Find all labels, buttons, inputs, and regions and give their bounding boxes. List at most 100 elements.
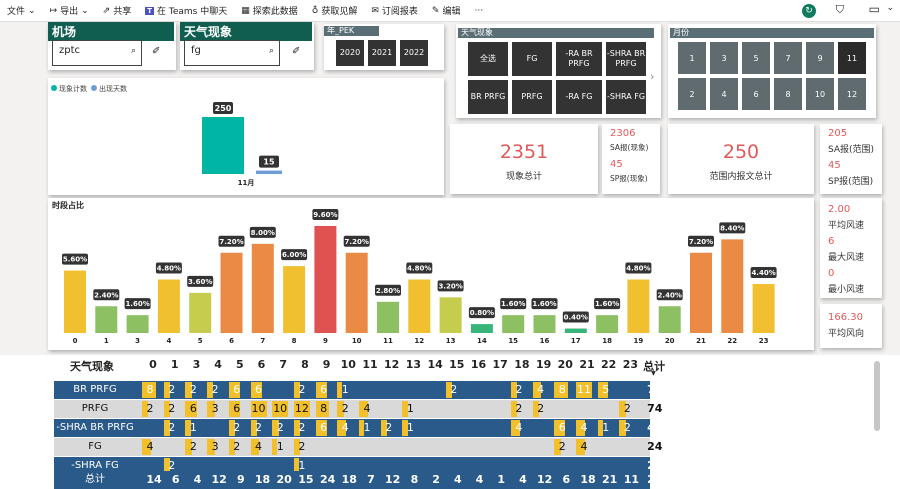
sp-label: SP报(现象) — [610, 174, 648, 183]
chevron-right-icon[interactable]: › — [650, 70, 655, 83]
range-label: 范围内报文总计 — [709, 172, 773, 182]
phen-ra-fg-button[interactable]: -RA FG — [556, 80, 602, 114]
table-row[interactable] — [54, 438, 650, 456]
data-bar — [228, 439, 236, 455]
total-cell: 9 — [236, 473, 245, 486]
bar[interactable] — [596, 315, 619, 333]
bar[interactable] — [189, 292, 212, 333]
insights-button[interactable]: ♁ 获取见解 — [305, 0, 365, 22]
bar[interactable] — [256, 170, 282, 174]
matrix-cell: 2 — [537, 402, 545, 415]
bar[interactable] — [721, 239, 744, 333]
bar[interactable] — [283, 266, 306, 333]
refresh-icon[interactable]: ↻ — [802, 4, 816, 18]
month-9-button[interactable]: 9 — [806, 42, 834, 74]
month-7-button[interactable]: 7 — [774, 42, 802, 74]
month-4-button[interactable]: 4 — [710, 78, 738, 110]
phen-br-prfg-button[interactable]: BR PRFG — [468, 80, 508, 114]
bar[interactable] — [126, 315, 149, 333]
bar[interactable] — [752, 283, 775, 333]
month-12-button[interactable]: 12 — [838, 78, 866, 110]
table-row[interactable] — [54, 457, 650, 475]
month-11-button[interactable]: 11 — [838, 42, 866, 74]
bar[interactable] — [408, 279, 431, 334]
subscribe-button[interactable]: ✉ 订阅报表 — [364, 0, 425, 22]
bar[interactable] — [157, 279, 180, 334]
data-bar — [380, 420, 388, 436]
phen-shra-fg-button[interactable]: -SHRA FG — [606, 80, 646, 114]
bar[interactable] — [690, 252, 712, 333]
data-bar — [597, 420, 603, 436]
table-row[interactable] — [54, 381, 650, 399]
view-icon[interactable]: ▭ — [868, 2, 880, 16]
count-chart: 现象计数 出现天数 250 15 11月 — [51, 84, 282, 187]
matrix-cell: 2 — [168, 402, 176, 415]
edit-button[interactable]: ✎ 编辑 — [425, 0, 468, 22]
total-cell: 8 — [410, 473, 419, 486]
eraser-icon[interactable]: ✐ — [152, 46, 161, 57]
data-bar — [532, 401, 539, 417]
export-menu[interactable]: ↦ 导出 ⌄ — [43, 0, 96, 22]
bar[interactable] — [202, 117, 244, 174]
matrix-cell: 6 — [320, 383, 328, 396]
month-1-button[interactable]: 1 — [678, 42, 706, 74]
year-2021-button[interactable]: 2021 — [368, 40, 396, 66]
bar[interactable] — [251, 243, 274, 333]
month-2-button[interactable]: 2 — [678, 78, 706, 110]
bar[interactable] — [95, 306, 118, 333]
scrollbar[interactable] — [874, 361, 880, 431]
table-row[interactable] — [54, 400, 650, 418]
bar[interactable] — [377, 301, 399, 333]
weather-search-input[interactable]: fg ⌕ — [184, 40, 280, 66]
eraser-icon[interactable]: ✐ — [292, 46, 301, 57]
matrix-cell: 4 — [341, 421, 349, 434]
hourly-chart-title: 时段占比 — [52, 201, 84, 210]
phen-fg-button[interactable]: FG — [512, 42, 552, 76]
phen-prfg-button[interactable]: PRFG — [512, 80, 552, 114]
data-label: 1.60% — [125, 300, 149, 308]
bar[interactable] — [533, 315, 556, 333]
year-2020-button[interactable]: 2020 — [336, 40, 364, 66]
month-6-button[interactable]: 6 — [742, 78, 770, 110]
matrix-col-header: 4 — [214, 358, 222, 371]
airport-search-input[interactable]: zptc ⌕ — [52, 40, 142, 66]
month-5-button[interactable]: 5 — [742, 42, 770, 74]
month-10-button[interactable]: 10 — [806, 78, 834, 110]
bar[interactable] — [627, 279, 650, 334]
total-cell: 6 — [562, 473, 571, 486]
bar[interactable] — [314, 226, 337, 333]
data-bar — [359, 420, 365, 436]
matrix-cell: 1 — [276, 440, 284, 453]
month-3-button[interactable]: 3 — [710, 42, 738, 74]
row-total: 74 — [647, 402, 663, 415]
x-tick-label: 15 — [508, 337, 518, 345]
explore-data-button[interactable]: ▦ 探索此数据 — [234, 0, 305, 22]
data-bar — [402, 420, 408, 436]
sort-desc-icon[interactable]: ▼ — [651, 370, 656, 377]
phen-shra-br-prfg-button[interactable]: -SHRA BR PRFG — [606, 42, 646, 76]
bar[interactable] — [64, 270, 86, 333]
bar[interactable] — [220, 252, 243, 333]
year-2022-button[interactable]: 2022 — [400, 40, 428, 66]
table-row[interactable] — [54, 419, 650, 437]
month-8-button[interactable]: 8 — [774, 78, 802, 110]
phen-all-button[interactable]: 全选 — [468, 42, 508, 76]
phen-ra-br-prfg-button[interactable]: -RA BR PRFG — [556, 42, 602, 76]
bar[interactable] — [345, 252, 368, 333]
bar[interactable] — [502, 315, 525, 333]
bar[interactable] — [564, 328, 587, 333]
more-button[interactable]: ··· — [474, 5, 484, 16]
avg-wind-value: 2.00 — [828, 204, 851, 215]
data-label-bg — [562, 311, 589, 323]
bar[interactable] — [439, 297, 462, 333]
bar[interactable] — [470, 324, 493, 333]
share-button[interactable]: ⇗ 共享 — [96, 0, 139, 22]
data-label: 9.60% — [313, 211, 337, 219]
chevron-down-icon[interactable]: ⌄ — [886, 3, 894, 13]
file-menu[interactable]: 文件 ⌄ — [0, 0, 43, 22]
bar[interactable] — [658, 306, 681, 333]
bookmark-icon[interactable]: ⛉ — [835, 3, 844, 16]
share-label: 共享 — [113, 7, 132, 17]
legend-marker — [51, 85, 57, 91]
